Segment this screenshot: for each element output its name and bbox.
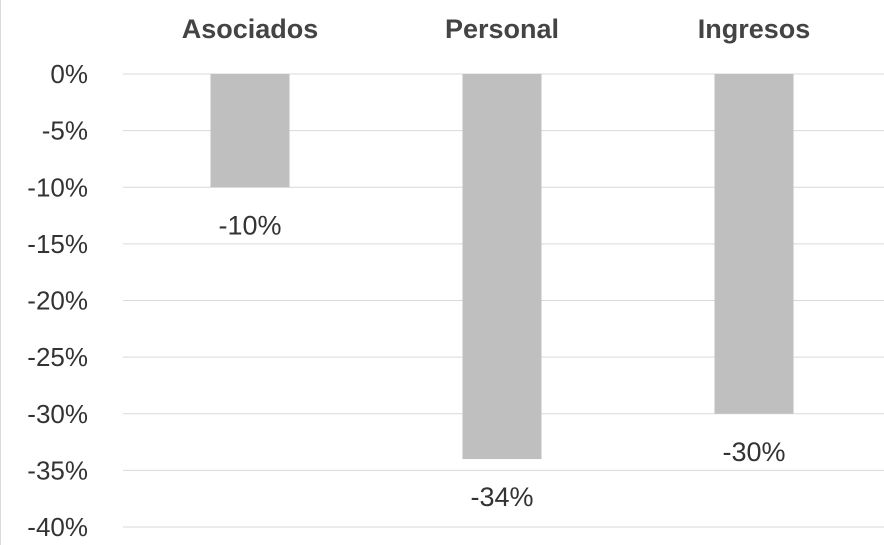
data-label-personal: -34% [470, 482, 533, 512]
category-label-ingresos: Ingresos [698, 14, 811, 44]
category-label-personal: Personal [445, 14, 559, 44]
y-tick-label: -25% [27, 342, 88, 372]
y-axis-ticks: 0% -5% -10% -15% -20% -25% -30% -35% -40% [27, 59, 88, 542]
data-label-ingresos: -30% [722, 437, 785, 467]
bar-asociados [210, 74, 290, 188]
data-label-asociados: -10% [218, 210, 281, 240]
y-tick-label: -15% [27, 229, 88, 259]
y-tick-label: -30% [27, 399, 88, 429]
y-tick-label: -20% [27, 286, 88, 316]
y-tick-label: -5% [42, 116, 88, 146]
y-tick-label: 0% [50, 59, 88, 89]
data-labels: -10% -34% -30% [218, 210, 785, 512]
y-tick-label: -10% [27, 172, 88, 202]
category-labels: Asociados Personal Ingresos [182, 14, 811, 44]
bars [210, 74, 794, 460]
chart-frame-edge [0, 0, 9, 545]
y-tick-label: -40% [27, 512, 88, 542]
bar-personal [462, 74, 542, 460]
bar-ingresos [714, 74, 794, 414]
y-tick-label: -35% [27, 455, 88, 485]
category-label-asociados: Asociados [182, 14, 319, 44]
